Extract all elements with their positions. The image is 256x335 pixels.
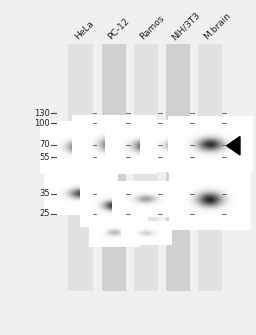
Bar	[198, 44, 222, 291]
Text: 55: 55	[39, 153, 50, 162]
Text: Ramos: Ramos	[138, 14, 166, 42]
Bar	[166, 44, 190, 291]
Text: M.brain: M.brain	[202, 11, 233, 42]
Bar	[102, 44, 126, 291]
Text: NIH/3T3: NIH/3T3	[170, 10, 202, 42]
Text: 70: 70	[39, 140, 50, 149]
Text: PC-12: PC-12	[106, 17, 131, 42]
Text: 25: 25	[39, 209, 50, 218]
Bar	[69, 44, 93, 291]
Text: HeLa: HeLa	[73, 19, 95, 42]
Text: 100: 100	[34, 119, 50, 128]
Polygon shape	[227, 137, 240, 155]
Bar	[134, 44, 158, 291]
Text: 130: 130	[34, 109, 50, 118]
Text: 35: 35	[39, 189, 50, 198]
